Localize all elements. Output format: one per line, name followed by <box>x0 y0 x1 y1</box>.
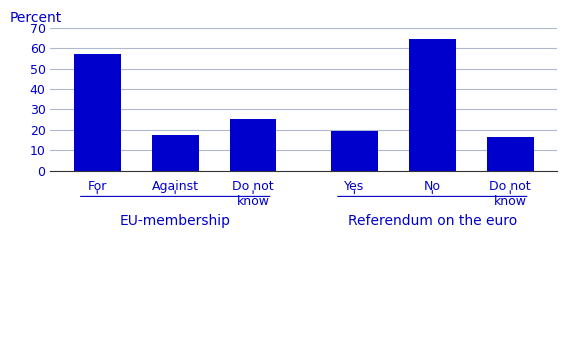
Text: EU-membership: EU-membership <box>120 214 231 227</box>
Bar <box>230 119 276 171</box>
Text: Referendum on the euro: Referendum on the euro <box>348 214 517 227</box>
Y-axis label: Percent: Percent <box>10 11 62 25</box>
Bar <box>152 135 198 171</box>
Bar <box>487 137 534 171</box>
Bar <box>409 39 456 171</box>
Bar <box>331 131 378 171</box>
Bar <box>74 54 121 171</box>
